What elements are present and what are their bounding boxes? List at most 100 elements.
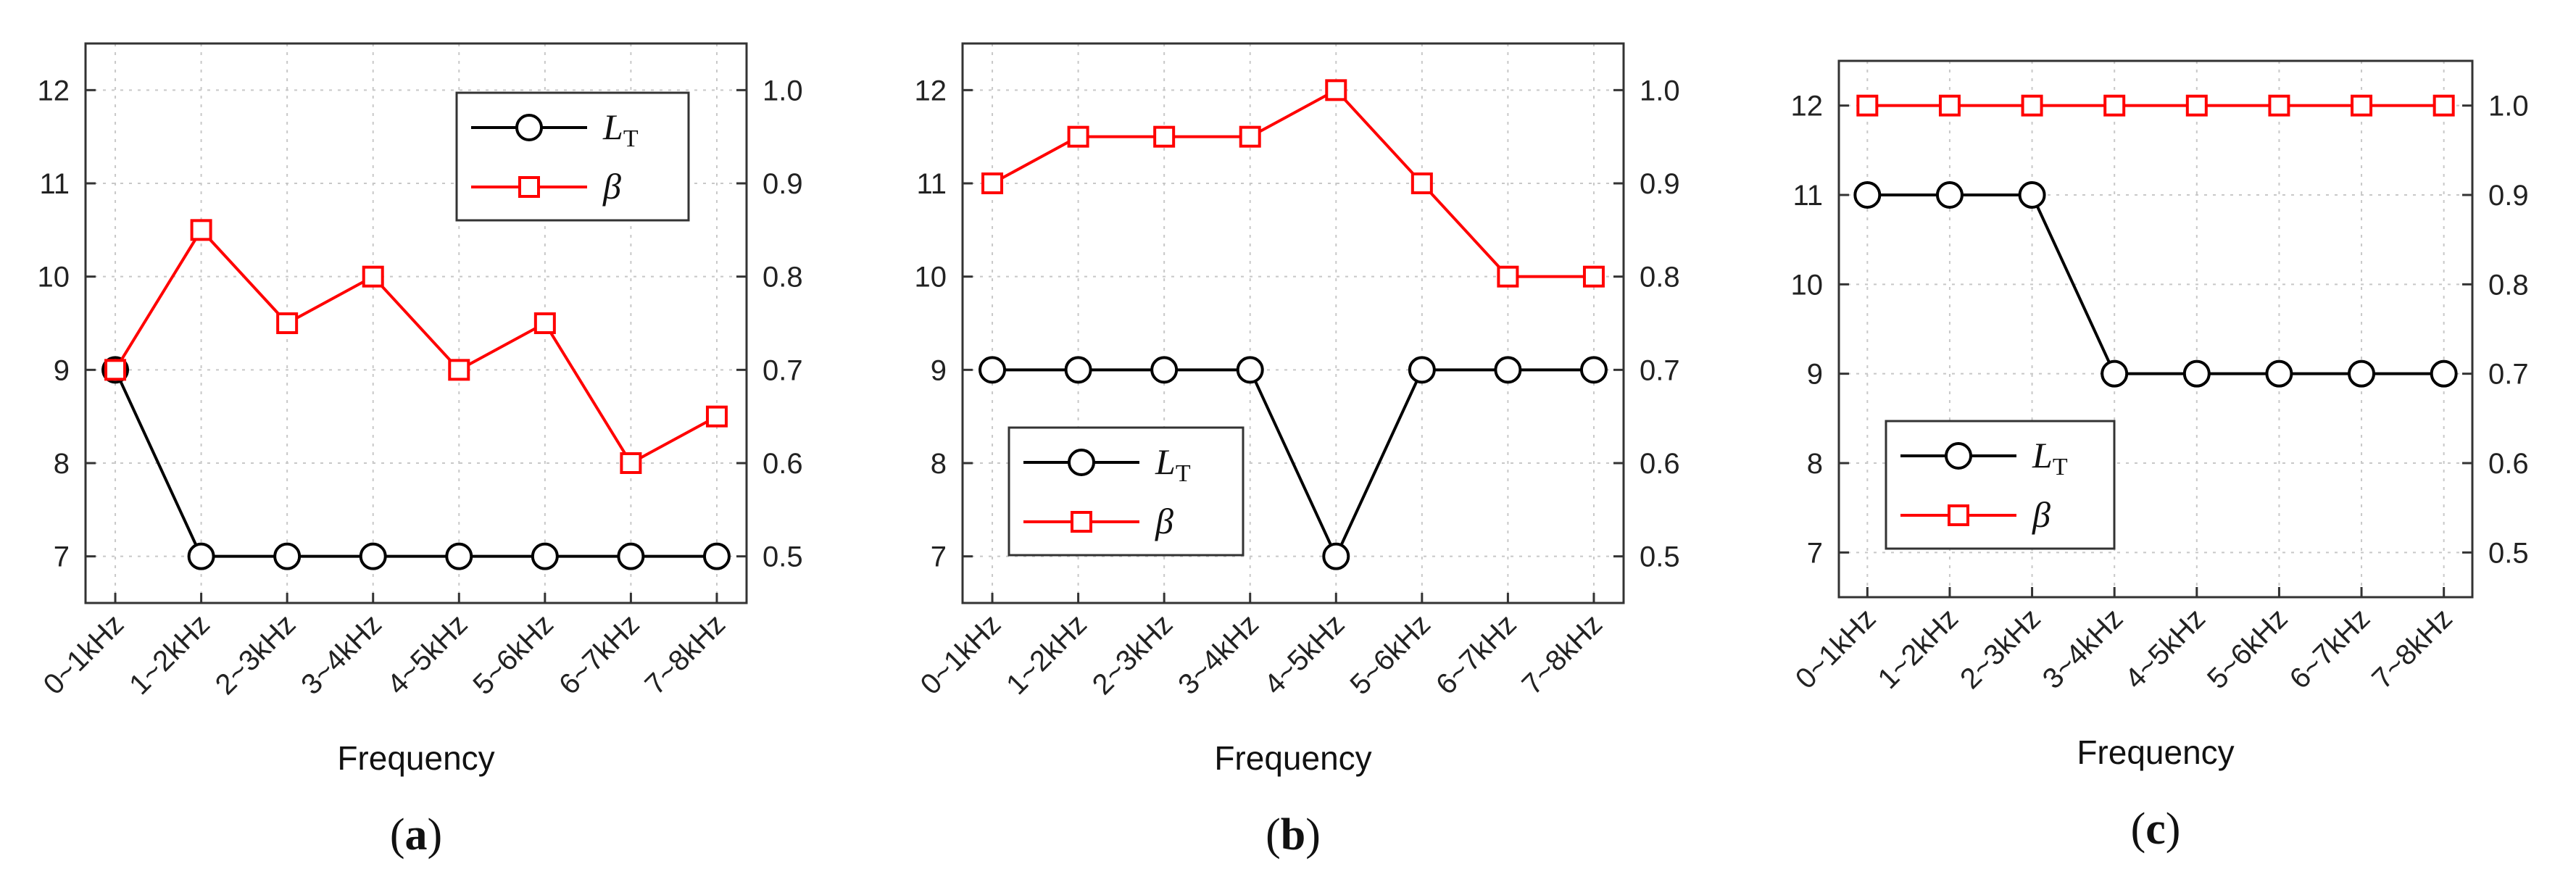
caption-open-paren: ( xyxy=(1266,810,1281,860)
y-left-tick-label: 8 xyxy=(931,448,947,480)
y-left-tick-label: 9 xyxy=(1807,359,1823,391)
beta-point-marker xyxy=(276,312,299,334)
beta-point-marker xyxy=(2021,94,2043,117)
beta-point-marker xyxy=(2103,94,2126,117)
beta-point-marker xyxy=(362,265,384,288)
legend-label-subscript: T xyxy=(623,125,639,152)
legend-lt-marker xyxy=(1945,442,1972,470)
y-right-tick-label: 0.9 xyxy=(1640,168,1680,200)
chart-panel-a: 7 8 9 10 11 12 0.5 0.6 0.7 0.8 0.9 1.0 0~1kHz1~2kHz2… xyxy=(38,42,803,860)
beta-point-marker xyxy=(1410,172,1433,194)
beta-point-marker xyxy=(1938,94,1961,117)
legend-label-main: β xyxy=(1155,501,1173,541)
x-tick-label: 2~3kHz xyxy=(209,608,302,701)
lt-point-marker xyxy=(702,542,731,570)
lt-point-marker xyxy=(2182,359,2211,388)
y-right-tick-label: 0.8 xyxy=(1640,262,1680,294)
x-tick-label: 6~7kHz xyxy=(553,608,646,701)
y-right-tick-label: 1.0 xyxy=(2488,91,2529,122)
lt-series-line xyxy=(114,369,717,558)
panel-caption: (c) xyxy=(2131,804,2181,854)
legend-lt-label: LT xyxy=(602,107,639,152)
beta-point-marker xyxy=(2351,94,2373,117)
x-tick-label: 3~4kHz xyxy=(2037,602,2130,695)
legend-label-main: β xyxy=(602,166,621,207)
y-right-tick-label: 0.9 xyxy=(763,168,803,200)
x-tick-label: 4~5kHz xyxy=(1258,608,1351,701)
lt-point-marker xyxy=(2348,359,2376,388)
lt-point-marker xyxy=(531,542,559,570)
x-tick-label: 5~6kHz xyxy=(467,608,560,701)
chart-panel-b: 7 8 9 10 11 12 0.5 0.6 0.7 0.8 0.9 1.0 0~1kHz1~2kHz2… xyxy=(915,42,1680,860)
y-right-tick-label: 0.9 xyxy=(2488,180,2529,212)
x-axis-label: Frequency xyxy=(2077,733,2234,771)
beta-point-marker xyxy=(448,359,470,381)
y-right-tick-label: 0.7 xyxy=(1640,354,1680,386)
legend-beta-marker xyxy=(1948,504,1969,526)
y-right-tick-label: 0.6 xyxy=(1640,448,1680,480)
beta-point-marker xyxy=(1856,94,1879,117)
beta-series-line xyxy=(992,88,1594,278)
y-right-tick-label: 0.8 xyxy=(763,262,803,294)
caption-open-paren: ( xyxy=(390,810,405,860)
lt-point-marker xyxy=(979,356,1007,384)
x-tick-label: 3~4kHz xyxy=(1172,608,1265,701)
legend-beta-label: β xyxy=(2032,494,2051,535)
y-left-tick-label: 12 xyxy=(915,75,947,107)
x-tick-label: 6~7kHz xyxy=(2284,602,2377,695)
beta-point-marker xyxy=(2432,94,2455,117)
x-tick-label: 1~2kHz xyxy=(123,608,216,701)
lt-point-marker xyxy=(1853,181,1882,209)
beta-point-marker xyxy=(1239,125,1261,148)
legend-lt-label: LT xyxy=(1155,441,1191,487)
x-tick-label: 3~4kHz xyxy=(295,608,388,701)
caption-close-paren: ) xyxy=(428,810,443,860)
x-axis-label: Frequency xyxy=(1214,739,1371,777)
plot-frame xyxy=(1837,59,2474,599)
y-right-tick-label: 0.7 xyxy=(763,354,803,386)
beta-point-marker xyxy=(104,359,127,381)
lt-point-marker xyxy=(1236,356,1264,384)
lt-point-marker xyxy=(1064,356,1092,384)
y-right-tick-label: 1.0 xyxy=(763,75,803,107)
x-tick-label: 4~5kHz xyxy=(381,608,474,701)
lt-point-marker xyxy=(2101,359,2129,388)
panel-caption: (b) xyxy=(1266,810,1321,860)
x-tick-label: 6~7kHz xyxy=(1430,608,1523,701)
lt-point-marker xyxy=(2018,181,2046,209)
y-right-tick-label: 1.0 xyxy=(1640,75,1680,107)
x-tick-label: 7~8kHz xyxy=(639,608,732,701)
panel-caption: (a) xyxy=(390,810,442,860)
x-tick-label: 1~2kHz xyxy=(1872,602,1965,695)
y-right-tick-label: 0.5 xyxy=(2488,537,2529,569)
y-left-tick-label: 11 xyxy=(1792,180,1823,212)
lt-point-marker xyxy=(1322,542,1350,570)
legend-lt-marker xyxy=(1068,449,1095,476)
caption-close-paren: ) xyxy=(1305,810,1321,860)
beta-point-marker xyxy=(705,405,728,428)
x-tick-label: 7~8kHz xyxy=(1516,608,1609,701)
y-left-tick-label: 7 xyxy=(1807,537,1823,569)
legend-beta-label: β xyxy=(602,166,621,207)
beta-point-marker xyxy=(1067,125,1089,148)
x-tick-label: 7~8kHz xyxy=(2366,602,2459,695)
x-tick-label: 2~3kHz xyxy=(1954,602,2047,695)
beta-point-marker xyxy=(1153,125,1176,148)
caption-letter: c xyxy=(2145,804,2166,854)
legend-label-main: L xyxy=(2032,435,2053,475)
lt-point-marker xyxy=(1935,181,1964,209)
y-left-tick-label: 9 xyxy=(54,354,70,386)
y-left-tick-label: 7 xyxy=(931,541,947,573)
caption-letter: a xyxy=(405,810,428,860)
y-left-tick-label: 12 xyxy=(1791,91,1824,122)
x-axis-label: Frequency xyxy=(337,739,494,777)
y-right-tick-label: 0.6 xyxy=(2488,448,2529,480)
lt-point-marker xyxy=(445,542,473,570)
lt-point-marker xyxy=(2265,359,2293,388)
x-tick-label: 0~1kHz xyxy=(38,608,130,701)
y-left-tick-label: 8 xyxy=(54,448,70,480)
legend-lt-label: LT xyxy=(2032,435,2068,480)
lt-point-marker xyxy=(2430,359,2458,388)
lt-point-marker xyxy=(1494,356,1522,384)
